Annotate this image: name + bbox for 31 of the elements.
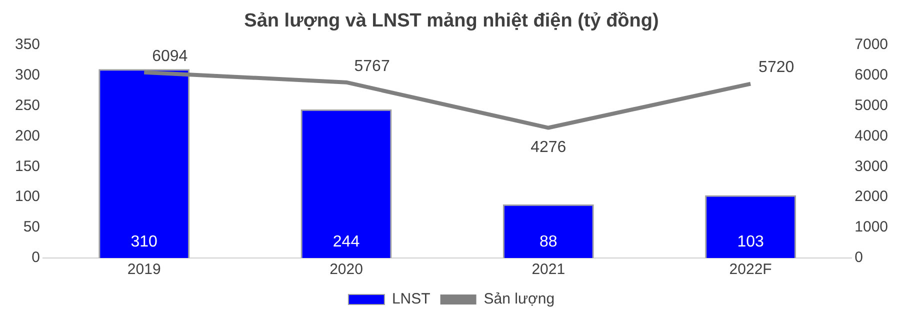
y-tick-label: 250 [14, 96, 40, 114]
y2-tick-label: 4000 [854, 127, 888, 144]
y-tick-label: 0 [32, 249, 40, 266]
y2-tick-label: 1000 [854, 218, 888, 236]
legend-label: LNST [392, 290, 430, 308]
y2-tick-label: 5000 [854, 96, 888, 114]
y-tick-label: 200 [14, 127, 40, 144]
y-tick-label: 150 [14, 158, 40, 175]
y2-tick-label: 6000 [854, 66, 888, 84]
data-label: 4276 [530, 139, 566, 156]
y-tick-label: 50 [23, 218, 40, 236]
data-label: 244 [332, 233, 360, 250]
y2-tick-label: 3000 [854, 158, 888, 175]
data-label: 310 [130, 233, 158, 250]
x-tick-label: 2020 [330, 261, 363, 278]
x-tick-label: 2021 [532, 261, 566, 278]
data-label: 5720 [758, 59, 794, 76]
x-tick-label: 2019 [127, 261, 161, 278]
y2-tick-label: 0 [854, 249, 863, 266]
legend-label: Sản lượng [484, 290, 555, 308]
data-label: 103 [737, 233, 764, 250]
y-tick-label: 100 [14, 188, 40, 206]
data-label: 88 [540, 233, 558, 250]
y-tick-label: 350 [14, 36, 40, 53]
data-label: 5767 [354, 58, 390, 75]
chart-title: Sản lượng và LNST mảng nhiệt điện (tỷ đồng) [244, 10, 659, 32]
y-tick-label: 300 [14, 66, 40, 84]
x-tick-label: 2022F [729, 261, 772, 278]
y2-tick-label: 2000 [854, 188, 888, 206]
data-label: 6094 [152, 48, 188, 65]
y2-tick-label: 7000 [854, 36, 888, 53]
